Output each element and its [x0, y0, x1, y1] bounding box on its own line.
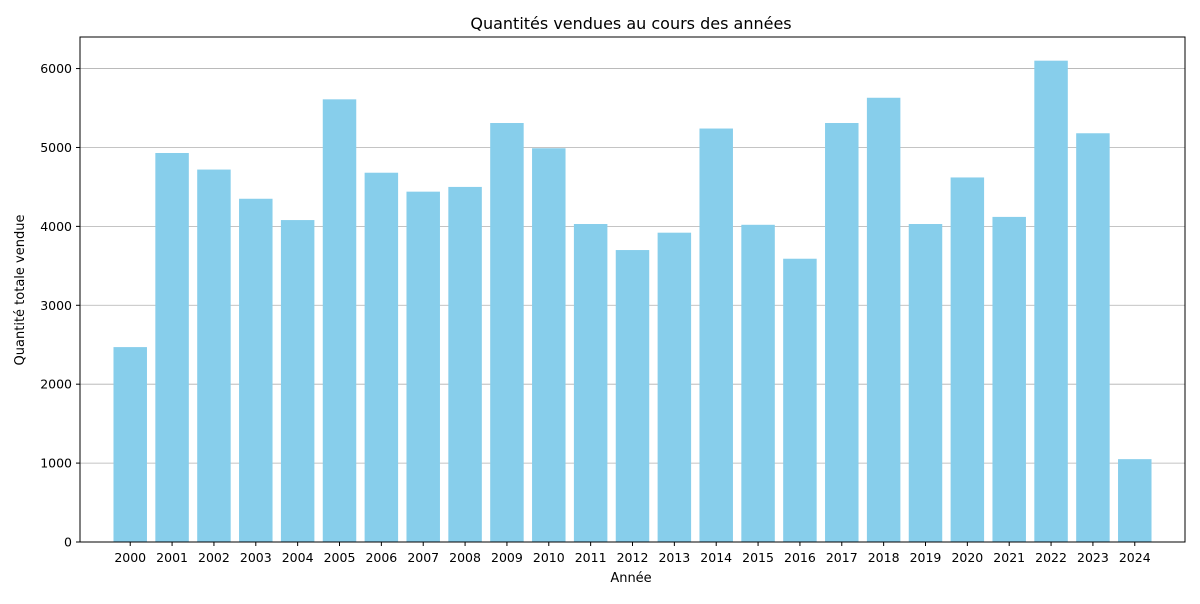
- bar-2023: [1076, 133, 1110, 542]
- x-tick-label: 2018: [868, 550, 900, 565]
- y-tick-label: 5000: [40, 140, 72, 155]
- y-tick-label: 4000: [40, 219, 72, 234]
- x-tick-label: 2020: [951, 550, 983, 565]
- x-tick-label: 2001: [156, 550, 188, 565]
- x-tick-label: 2015: [742, 550, 774, 565]
- x-tick-label: 2008: [449, 550, 481, 565]
- x-tick-label: 2005: [324, 550, 356, 565]
- y-tick-label: 6000: [40, 61, 72, 76]
- bar-2021: [992, 216, 1026, 542]
- bar-2000: [113, 347, 147, 542]
- x-tick-label: 2007: [407, 550, 439, 565]
- x-tick-label: 2011: [575, 550, 607, 565]
- y-tick-label: 3000: [40, 298, 72, 313]
- x-tick-label: 2010: [533, 550, 565, 565]
- x-tick-label: 2016: [784, 550, 816, 565]
- chart-title: Quantités vendues au cours des années: [470, 14, 791, 33]
- x-tick-label: 2009: [491, 550, 523, 565]
- bar-2013: [657, 232, 692, 542]
- bar-2009: [490, 123, 524, 542]
- x-axis-label: Année: [610, 571, 651, 586]
- x-tick-label: 2019: [910, 550, 942, 565]
- bar-2002: [197, 169, 231, 542]
- bar-2011: [573, 224, 608, 542]
- x-tick-label: 2006: [365, 550, 397, 565]
- bar-2012: [615, 250, 650, 542]
- x-tick-label: 2002: [198, 550, 230, 565]
- bar-2001: [155, 152, 189, 542]
- bar-2017: [825, 123, 859, 542]
- x-tick-label: 2013: [658, 550, 690, 565]
- bar-series: [113, 60, 1152, 542]
- bar-2008: [448, 186, 482, 542]
- bar-2010: [532, 148, 566, 542]
- bar-2007: [406, 191, 440, 542]
- bar-2020: [950, 177, 985, 542]
- y-tick-label: 2000: [40, 377, 72, 392]
- x-tick-label: 2000: [114, 550, 146, 565]
- bar-2024: [1118, 459, 1152, 542]
- x-tick-label: 2023: [1077, 550, 1109, 565]
- bar-2004: [280, 220, 315, 542]
- bar-2016: [783, 258, 817, 542]
- x-axis-ticks: 2000 2001 2002 2003 2004 2005 2006 2007 2008 2009…: [114, 542, 1151, 565]
- x-tick-label: 2021: [993, 550, 1025, 565]
- bar-2018: [866, 97, 901, 542]
- bar-2022: [1034, 60, 1068, 542]
- x-tick-label: 2012: [617, 550, 649, 565]
- y-axis-label: Quantité totale vendue: [13, 215, 28, 366]
- bar-2005: [322, 99, 357, 542]
- x-tick-label: 2014: [700, 550, 732, 565]
- bar-2003: [239, 198, 273, 542]
- x-tick-label: 2004: [282, 550, 314, 565]
- bar-2014: [699, 128, 733, 542]
- x-tick-label: 2017: [826, 550, 858, 565]
- bar-2006: [364, 172, 399, 542]
- x-tick-label: 2024: [1119, 550, 1151, 565]
- x-tick-label: 2022: [1035, 550, 1067, 565]
- y-tick-label: 0: [64, 535, 72, 550]
- bar-2019: [908, 224, 943, 542]
- y-axis-ticks: 0 1000 2000 3000 4000 5000 6000: [40, 61, 80, 550]
- x-tick-label: 2003: [240, 550, 272, 565]
- y-tick-label: 1000: [40, 456, 72, 471]
- bar-2015: [741, 224, 775, 542]
